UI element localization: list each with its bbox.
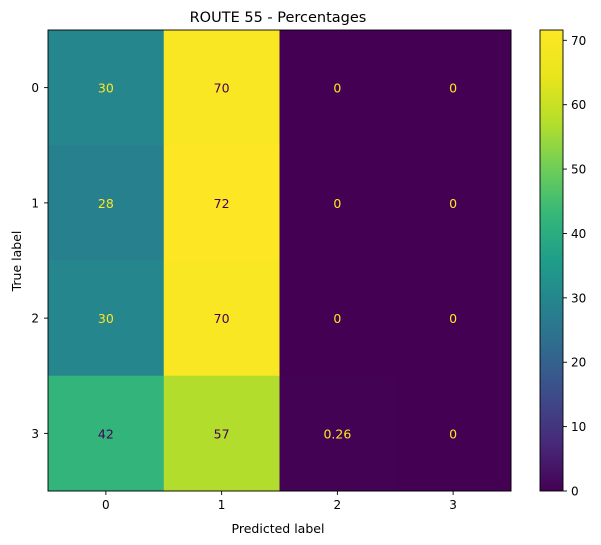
heatmap-cell (279, 145, 396, 261)
cell-value-label: 72 (214, 196, 230, 211)
heatmap-cell (279, 30, 396, 146)
heatmap-cell (48, 375, 165, 492)
heatmap-cell (395, 260, 512, 377)
cell-value-label: 30 (98, 81, 114, 96)
x-axis-label: Predicted label (232, 521, 325, 536)
colorbar-tick-label: 30 (571, 291, 586, 305)
heatmap-cell (395, 30, 512, 146)
heatmap-cell (279, 375, 396, 492)
y-tick-label: 2 (31, 312, 39, 326)
heatmap-cell (163, 375, 280, 492)
colorbar-tick-label: 60 (571, 98, 586, 112)
cell-value-label: 28 (98, 196, 114, 211)
cell-value-label: 57 (214, 426, 230, 441)
colorbar-tick-label: 70 (571, 34, 586, 48)
y-tick-label: 1 (31, 196, 39, 210)
cell-value-label: 70 (214, 311, 230, 326)
cell-value-label: 0 (333, 196, 341, 211)
cell-value-label: 30 (98, 311, 114, 326)
heatmap-cell (395, 375, 512, 492)
heatmap-cell (395, 145, 512, 261)
cell-value-label: 42 (98, 426, 114, 441)
colorbar-tick-label: 0 (571, 485, 579, 499)
cell-value-label: 0 (449, 196, 457, 211)
heatmap-cell (279, 260, 396, 377)
x-tick-label: 1 (218, 498, 226, 512)
cell-value-label: 0 (449, 81, 457, 96)
colorbar-tick-label: 50 (571, 163, 586, 177)
cell-value-label: 0 (333, 311, 341, 326)
x-tick-label: 2 (334, 498, 342, 512)
cell-value-label: 0 (333, 81, 341, 96)
x-tick-label: 3 (449, 498, 457, 512)
colorbar-tick-label: 40 (571, 227, 586, 241)
colorbar-tick-label: 20 (571, 356, 586, 370)
chart-title: ROUTE 55 - Percentages (190, 10, 367, 26)
heatmap-cell (163, 145, 280, 261)
y-axis-label: True label (9, 231, 24, 293)
plot-frame (47, 29, 512, 492)
cell-value-label: 0.26 (323, 426, 351, 441)
colorbar (539, 29, 564, 492)
heatmap-cell (48, 145, 165, 261)
x-tick-label: 0 (102, 498, 110, 512)
cell-value-label: 0 (449, 311, 457, 326)
heatmap-cell (163, 30, 280, 146)
cell-value-label: 0 (449, 426, 457, 441)
heatmap-cell (163, 260, 280, 377)
colorbar-tick-label: 10 (571, 420, 586, 434)
heatmap-cell (48, 30, 165, 146)
y-tick-label: 0 (31, 81, 39, 95)
y-tick-label: 3 (31, 427, 39, 441)
heatmap-cell (48, 260, 165, 377)
cell-value-label: 70 (214, 81, 230, 96)
